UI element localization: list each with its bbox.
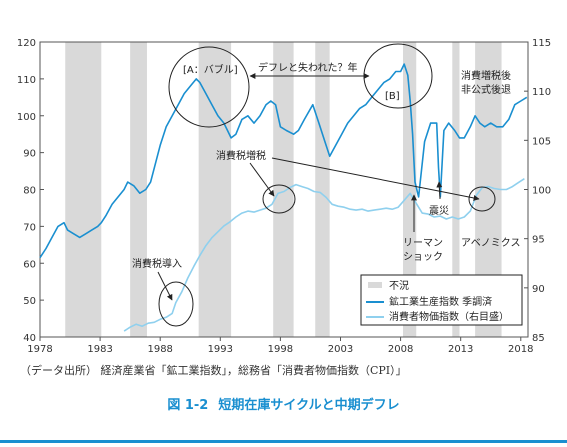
tax-increase-arrow-2014: [271, 157, 480, 201]
right-tick-label-90: 90: [532, 284, 545, 295]
series-lines: [39, 63, 528, 332]
left-tick-label-40: 40: [23, 333, 36, 344]
x-tick-label-1998: 1998: [268, 344, 293, 355]
abenomics-label: アベノミクス: [461, 237, 521, 249]
left-tick-label-110: 110: [17, 75, 36, 86]
tax-increase-label: 消費税増税: [216, 149, 266, 162]
lehman-label-2: ショック: [403, 251, 443, 263]
lehman-label-1: リーマン: [403, 238, 443, 249]
figure-title: 短期在庫サイクルと中期デフレ: [218, 398, 400, 413]
legend-label-cpi: 消費者物価指数（右目盛）: [389, 310, 509, 323]
left-tick-label-50: 50: [23, 296, 36, 307]
x-tick-label-2008: 2008: [388, 344, 413, 355]
production-index-line: [39, 63, 528, 259]
legend-label-production: 鉱工業生産指数 季調済: [389, 295, 492, 308]
tax-increase-circle-2014: [468, 186, 496, 212]
left-tick-label-60: 60: [23, 259, 36, 270]
legend-label-recession: 不況: [389, 280, 409, 292]
right-tick-label-85: 85: [532, 333, 545, 344]
right-tick-label-110: 110: [532, 87, 551, 98]
figure-number: 図 1-2: [167, 398, 209, 413]
unofficial-recession-label: 非公式後退: [461, 83, 511, 96]
x-tick-label-1993: 1993: [208, 344, 233, 355]
legend-swatch-recession: [368, 282, 382, 288]
tax-after-label: 消費増税後: [461, 69, 511, 82]
left-tick-label-100: 100: [17, 112, 36, 123]
bubble-label: [A：バブル]: [183, 63, 238, 76]
cpi-line: [123, 178, 525, 332]
x-tick-label-1983: 1983: [87, 344, 112, 355]
right-tick-label-105: 105: [532, 136, 551, 147]
recession-band-2: [130, 42, 147, 337]
tax-introduced-label: 消費税導入: [132, 257, 182, 270]
left-tick-label-80: 80: [23, 186, 36, 197]
x-tick-label-1988: 1988: [147, 344, 172, 355]
recession-band-6: [402, 42, 417, 337]
right-tick-label-100: 100: [532, 186, 551, 197]
quake-label: 震災: [429, 205, 449, 217]
recession-band-7: [452, 42, 460, 337]
production-cpi-chart: 1978 1983 1988 1993 1998 2003 2008 2013 2018 40 50…: [17, 38, 551, 355]
x-tick-label-2003: 2003: [328, 344, 353, 355]
tax-introduced-arrow: [157, 271, 173, 301]
bubble-circle: [168, 46, 250, 128]
tax-increase-arrow-1997: [249, 162, 275, 197]
bottom-rule: [0, 440, 567, 443]
legend-box: [360, 274, 523, 326]
recession-band-5: [315, 42, 330, 337]
x-tick-label-2013: 2013: [448, 344, 473, 355]
deflation-label: デフレと失われた？年: [258, 61, 358, 74]
left-tick-label-90: 90: [23, 149, 36, 160]
axis-ticks: 1978 1983 1988 1993 1998 2003 2008 2013 2018 40 50…: [17, 38, 551, 355]
tax-introduced-circle: [158, 281, 194, 327]
x-tick-label-2018: 2018: [508, 344, 533, 355]
right-tick-label-95: 95: [532, 235, 545, 246]
data-source-note: （データ出所） 経済産業省「鉱工業指数」，総務省「消費者物価指数（CPI）」: [20, 364, 407, 377]
annotations: [A：バブル] [B] デフレと失われた？年 消費増税後 非公式後退 消費税増税…: [132, 43, 521, 327]
legend: 不況 鉱工業生産指数 季調済 消費者物価指数（右目盛）: [360, 274, 523, 326]
recession-band-3: [198, 42, 232, 337]
recession-band-1: [65, 42, 102, 337]
peak-b-label: [B]: [385, 91, 400, 102]
left-tick-label-70: 70: [23, 222, 36, 233]
figure-caption: 図 1-2 短期在庫サイクルと中期デフレ: [0, 394, 567, 413]
quake-arrow: [436, 181, 443, 200]
x-tick-label-1978: 1978: [27, 344, 52, 355]
tax-increase-circle-1997: [262, 184, 296, 214]
right-tick-label-115: 115: [532, 38, 551, 49]
left-tick-label-120: 120: [17, 38, 36, 49]
